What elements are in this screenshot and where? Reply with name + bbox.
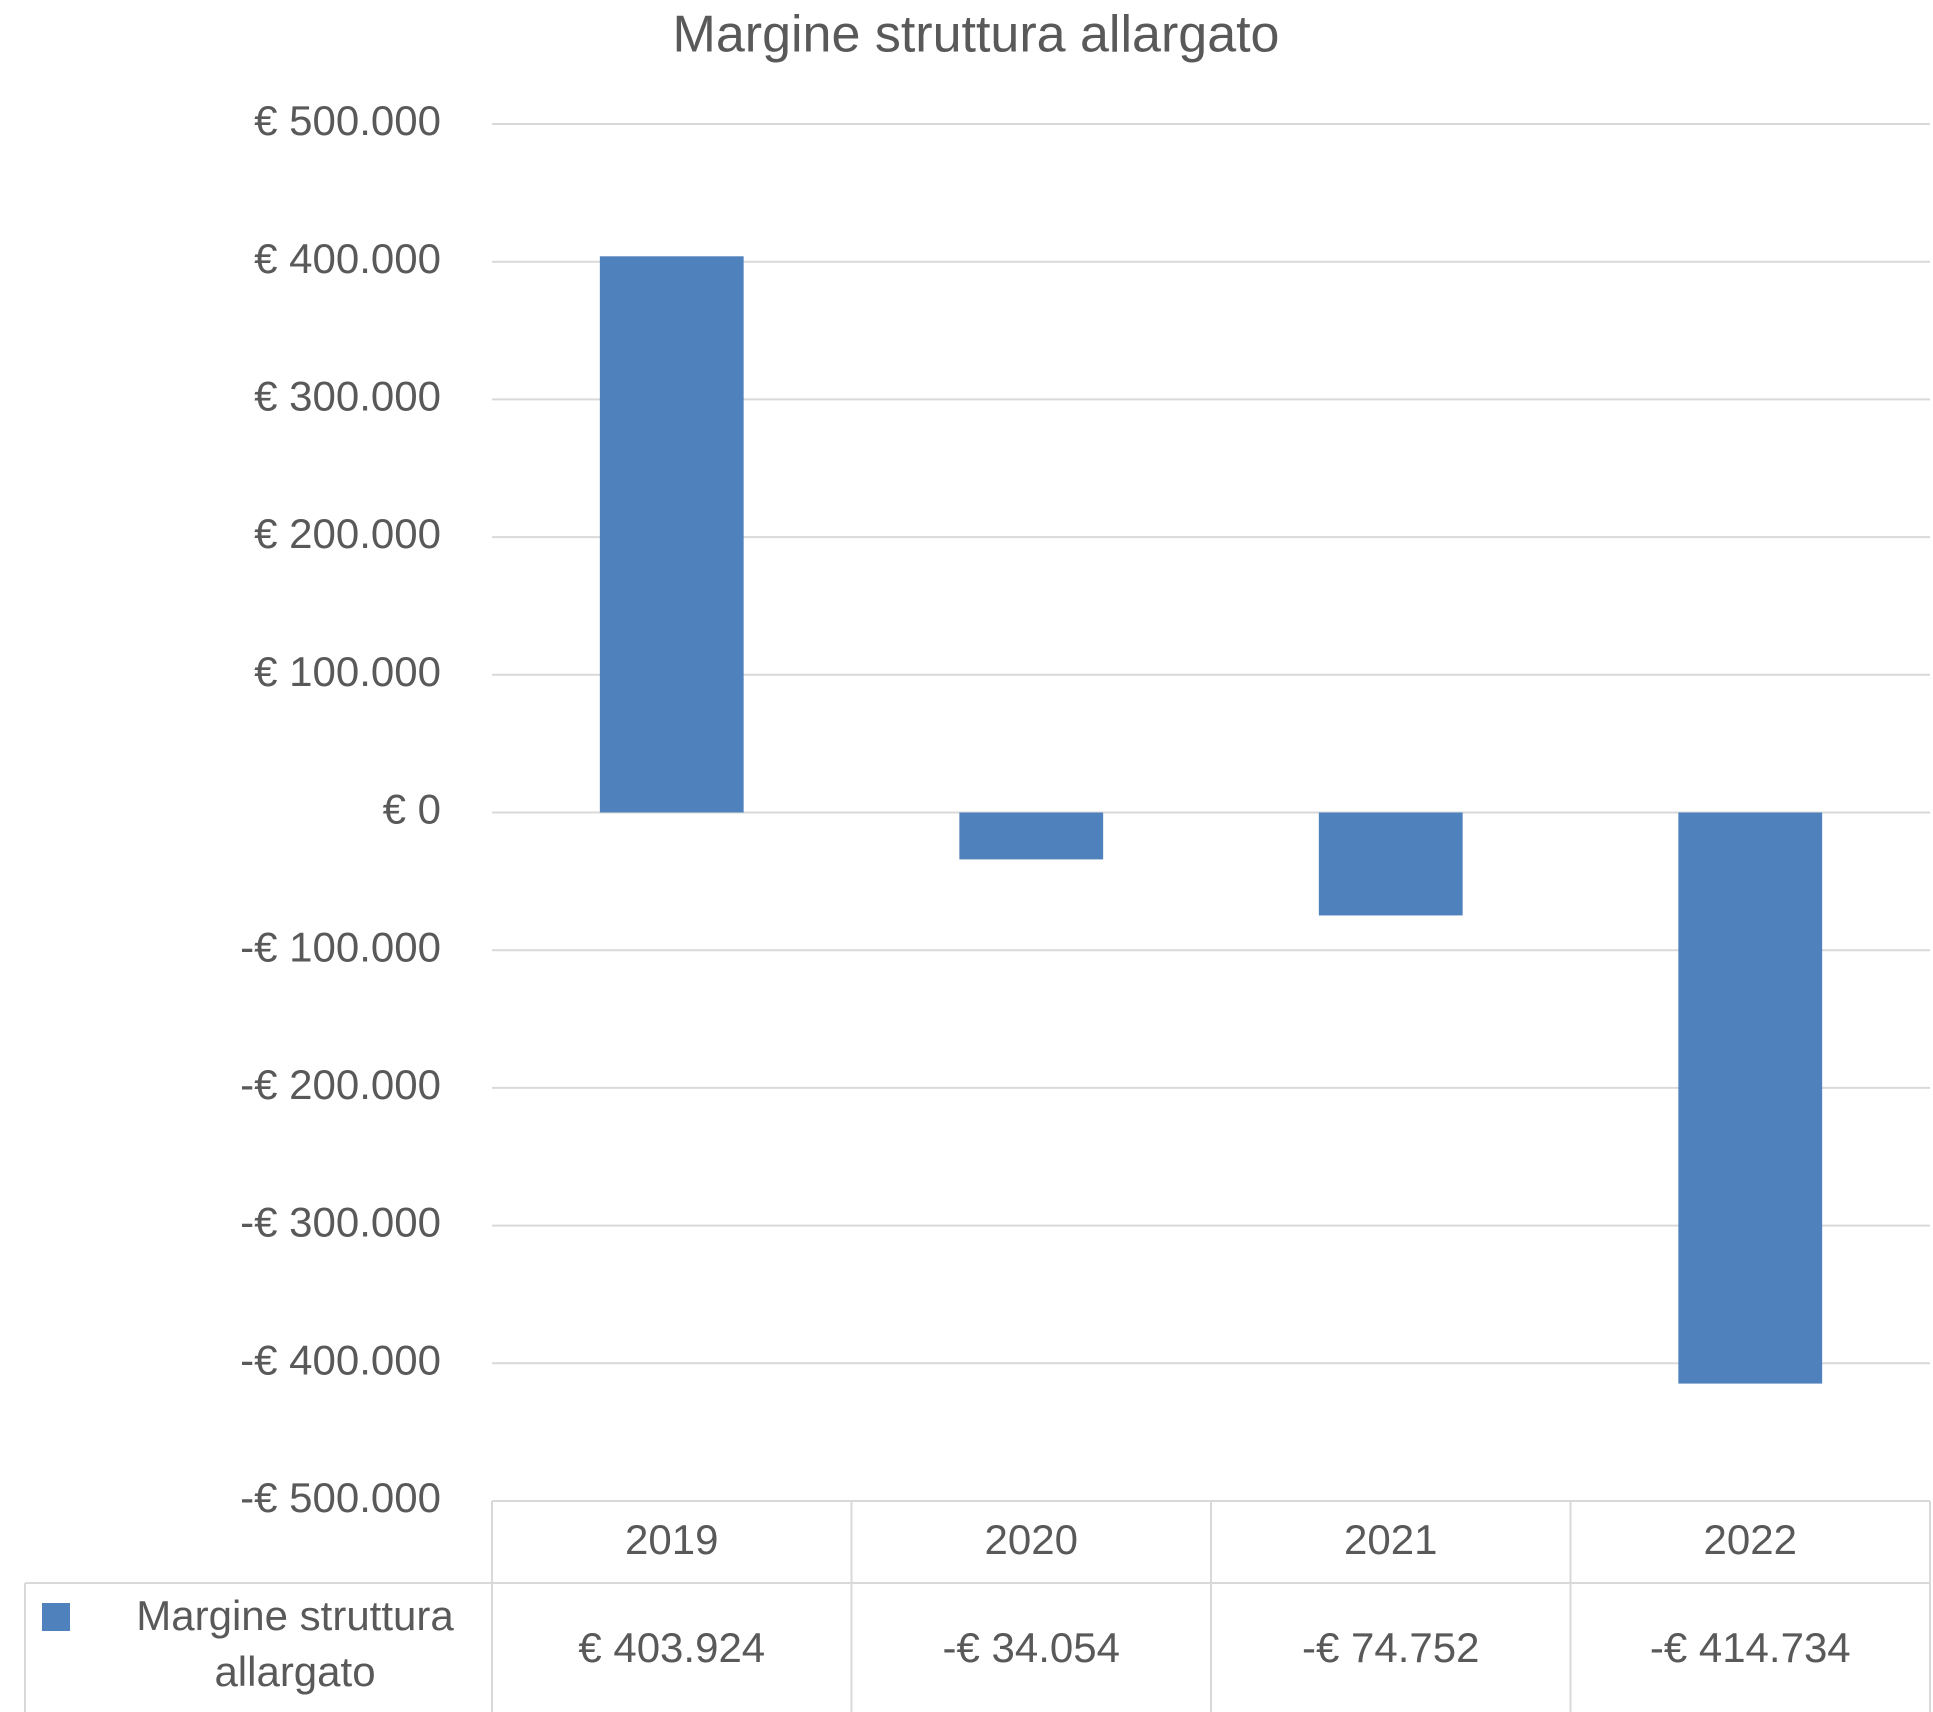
- y-tick-label: € 100.000: [254, 648, 441, 695]
- y-tick-label: € 300.000: [254, 372, 441, 419]
- y-tick-label: -€ 400.000: [240, 1336, 441, 1383]
- x-tick-label: 2022: [1704, 1516, 1797, 1563]
- x-tick-label: 2021: [1344, 1516, 1437, 1563]
- y-tick-label: € 0: [383, 786, 441, 833]
- y-tick-label: € 400.000: [254, 235, 441, 282]
- y-tick-label: -€ 300.000: [240, 1199, 441, 1246]
- bar: [1318, 812, 1463, 916]
- bar: [1678, 812, 1823, 1384]
- data-table-value: € 403.924: [578, 1624, 765, 1671]
- bar: [959, 812, 1104, 860]
- bar: [599, 256, 744, 813]
- y-tick-label: € 200.000: [254, 510, 441, 557]
- y-tick-label: -€ 100.000: [240, 923, 441, 970]
- y-tick-label: -€ 200.000: [240, 1061, 441, 1108]
- data-table-value: -€ 74.752: [1302, 1624, 1479, 1671]
- x-tick-label: 2019: [625, 1516, 718, 1563]
- legend-swatch: [42, 1603, 70, 1631]
- chart-title: Margine struttura allargato: [673, 6, 1280, 64]
- y-tick-label: € 500.000: [254, 97, 441, 144]
- x-tick-label: 2020: [985, 1516, 1078, 1563]
- y-tick-label: -€ 500.000: [240, 1474, 441, 1521]
- legend-label: Margine struttura allargato: [136, 1592, 454, 1695]
- data-table-value: -€ 414.734: [1650, 1624, 1851, 1671]
- data-table-value: -€ 34.054: [943, 1624, 1120, 1671]
